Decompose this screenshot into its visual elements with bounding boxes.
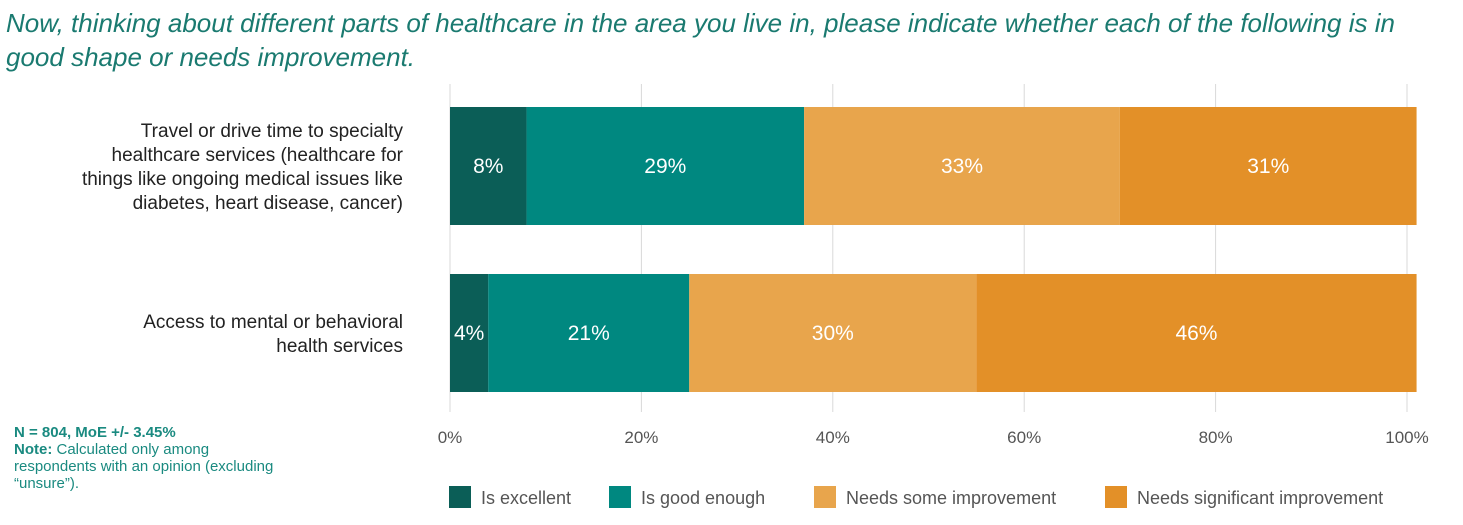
bar-segment <box>450 107 527 225</box>
legend-label: Needs some improvement <box>846 488 1057 508</box>
x-tick-label: 40% <box>816 428 850 447</box>
x-tick-label: 100% <box>1385 428 1428 447</box>
legend-swatch <box>449 486 471 508</box>
bar-segment <box>488 274 690 392</box>
bar-data-label: 21% <box>568 322 610 345</box>
bar-segment <box>1119 107 1417 225</box>
stacked-bar-chart: 8% 29% 33% 31% 4% 21% 30% 46% Travel or drive t… <box>82 84 1429 447</box>
bar-data-label: 29% <box>644 155 686 178</box>
chart-title: Now, thinking about different parts of h… <box>6 8 1395 72</box>
category-label: Access to mental or behavioral health ser… <box>143 312 403 357</box>
note-label: Note: <box>14 441 53 458</box>
legend-label: Needs significant improvement <box>1137 488 1384 508</box>
bar-data-label: 4% <box>454 322 484 345</box>
bar-data-label: 33% <box>941 155 983 178</box>
sample-size-text: N = 804, MoE +/- 3.45% <box>14 424 176 441</box>
x-tick-label: 60% <box>1007 428 1041 447</box>
bar-data-label: 31% <box>1247 155 1289 178</box>
bar-segment <box>526 107 805 225</box>
legend-label: Is excellent <box>481 488 572 508</box>
bar-data-label: 8% <box>473 155 503 178</box>
legend-swatch <box>1105 486 1127 508</box>
bar-data-label: 30% <box>812 322 854 345</box>
sample-note: N = 804, MoE +/- 3.45% Note: Calculated … <box>14 424 274 492</box>
legend-swatch <box>814 486 836 508</box>
note-text: Calculated only among respondents with a… <box>14 441 274 492</box>
bar-segment <box>450 274 489 392</box>
x-tick-label: 0% <box>438 428 463 447</box>
bar-segment <box>804 107 1120 225</box>
bar-segments: 8% 29% 33% 31% 4% 21% 30% 46% <box>450 107 1417 392</box>
x-tick-label: 80% <box>1199 428 1233 447</box>
x-tick-label: 20% <box>624 428 658 447</box>
bar-data-label: 46% <box>1175 322 1217 345</box>
category-label: Travel or drive time to specialty healthc… <box>82 121 404 214</box>
bar-segment <box>976 274 1417 392</box>
x-axis-tick-labels: 0% 20% 40% 60% 80% 100% <box>438 428 1429 447</box>
legend-swatch <box>609 486 631 508</box>
bar-segment <box>689 274 977 392</box>
legend-label: Is good enough <box>641 488 766 508</box>
category-labels: Travel or drive time to specialty healthc… <box>82 121 404 357</box>
